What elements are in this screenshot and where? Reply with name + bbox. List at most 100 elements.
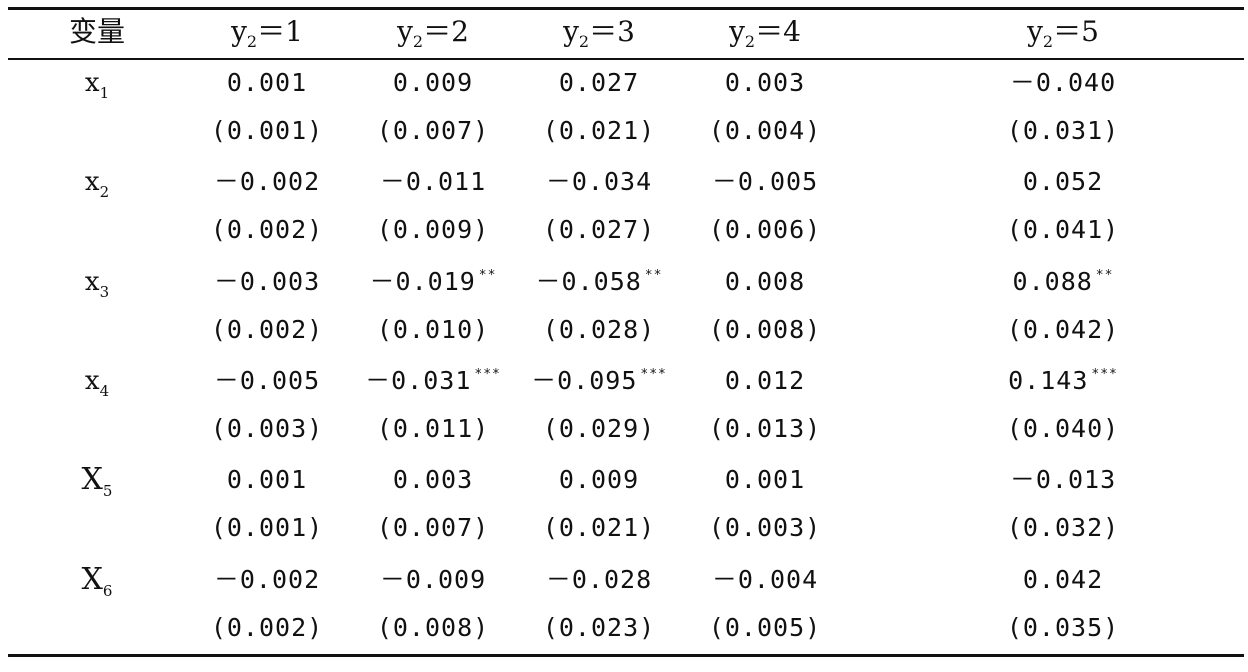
coef-value: 0.003	[392, 465, 474, 495]
row-variable: X5	[82, 465, 113, 499]
se-cell: (0.003)	[708, 513, 822, 543]
coef-cell: 0.088 **	[1013, 269, 1114, 294]
significance-stars: ***	[1091, 366, 1118, 382]
se-cell: (0.032)	[1006, 513, 1120, 543]
header-col-1: y2＝1	[231, 18, 303, 50]
variable-base: X	[81, 561, 103, 597]
coef-value: 0.027	[558, 68, 640, 97]
coef-value: －0.009	[379, 564, 487, 594]
variable-subscript: 5	[102, 482, 113, 501]
se-cell: (0.004)	[708, 116, 822, 145]
coef-value: －0.005	[711, 167, 819, 197]
coef-cell: －0.003	[214, 269, 320, 294]
header-col-3: y2＝3	[563, 18, 635, 50]
coef-value: 0.088	[1012, 266, 1093, 296]
significance-stars: **	[1095, 267, 1114, 283]
coef-cell: 0.008	[725, 269, 805, 294]
coef-cell: 0.001	[227, 70, 307, 95]
coef-cell: －0.005	[214, 368, 320, 393]
header-subscript: 2	[412, 32, 424, 51]
se-cell: (0.006)	[708, 215, 822, 245]
bottom-rule	[8, 654, 1244, 657]
significance-stars: **	[478, 267, 497, 283]
se-cell: (0.001)	[210, 513, 324, 543]
se-cell: (0.027)	[542, 215, 656, 245]
coef-value: －0.004	[711, 564, 819, 594]
se-cell: (0.008)	[376, 612, 490, 642]
coef-value: －0.058	[535, 266, 642, 296]
header-base: y	[397, 15, 413, 48]
coef-value: －0.002	[213, 564, 321, 594]
se-cell: (0.002)	[210, 314, 324, 344]
coef-cell: －0.002	[214, 567, 320, 592]
coef-cell: 0.009	[559, 467, 639, 492]
coef-value: －0.003	[213, 266, 321, 296]
coef-cell: －0.004	[712, 567, 818, 592]
variable-base: X	[81, 462, 103, 498]
header-value: ＝2	[423, 15, 469, 48]
coef-cell: 0.001	[725, 467, 805, 492]
se-cell: (0.021)	[542, 116, 656, 145]
se-cell: (0.041)	[1006, 215, 1120, 245]
coef-value: －0.013	[1009, 465, 1117, 495]
variable-subscript: 2	[99, 183, 110, 202]
se-cell: (0.007)	[376, 116, 490, 145]
coef-cell: －0.031 ***	[365, 368, 501, 393]
variable-subscript: 6	[102, 581, 113, 600]
coef-cell: －0.040	[1010, 70, 1116, 95]
se-cell: (0.010)	[376, 314, 490, 344]
coef-value: 0.012	[724, 365, 806, 395]
se-cell: (0.042)	[1006, 314, 1120, 344]
significance-stars: ***	[640, 366, 667, 382]
top-rule	[8, 7, 1244, 10]
variable-base: x	[84, 266, 100, 297]
se-cell: (0.021)	[542, 513, 656, 543]
coef-value: －0.002	[213, 167, 321, 197]
coef-cell: 0.003	[393, 467, 473, 492]
coef-value: 0.052	[1022, 167, 1104, 197]
variable-subscript: 1	[99, 84, 110, 102]
coef-value: －0.019	[369, 266, 476, 296]
coef-cell: －0.005	[712, 169, 818, 194]
variable-subscript: 4	[99, 381, 110, 400]
se-cell: (0.002)	[210, 215, 324, 245]
coef-value: 0.001	[226, 465, 308, 495]
coef-cell: 0.009	[393, 70, 473, 95]
variable-base: x	[84, 167, 100, 198]
header-base: y	[1027, 15, 1043, 48]
coef-value: 0.042	[1022, 564, 1104, 594]
coef-cell: 0.042	[1023, 567, 1103, 592]
coef-value: 0.009	[558, 465, 640, 495]
se-cell: (0.035)	[1006, 612, 1120, 642]
coef-value: 0.008	[724, 266, 806, 296]
coef-cell: －0.013	[1010, 467, 1116, 492]
header-value: ＝5	[1053, 15, 1099, 48]
row-variable: x2	[85, 169, 109, 200]
coef-value: 0.001	[226, 68, 308, 97]
coef-value: －0.031	[365, 365, 472, 395]
header-base: y	[729, 15, 745, 48]
coef-cell: －0.002	[214, 169, 320, 194]
variable-subscript: 3	[99, 282, 110, 301]
header-variable: 变量	[68, 15, 126, 48]
coef-cell: －0.058 **	[536, 269, 663, 294]
coef-value: －0.040	[1009, 68, 1117, 97]
coef-cell: 0.003	[725, 70, 805, 95]
se-cell: (0.013)	[708, 413, 822, 443]
se-cell: (0.005)	[708, 612, 822, 642]
coef-value: －0.095	[531, 365, 638, 395]
se-cell: (0.011)	[376, 413, 490, 443]
row-variable: X6	[81, 561, 113, 600]
header-col-5: y2＝5	[1027, 18, 1099, 50]
header-subscript: 2	[246, 32, 258, 51]
coef-value: 0.009	[392, 68, 474, 97]
coef-cell: －0.095 ***	[531, 368, 667, 393]
header-subscript: 2	[578, 32, 590, 51]
coef-cell: 0.001	[227, 467, 307, 492]
se-cell: (0.001)	[210, 116, 324, 145]
se-cell: (0.003)	[210, 413, 324, 443]
se-cell: (0.028)	[542, 314, 656, 344]
coef-value: －0.011	[379, 167, 487, 197]
header-base: y	[563, 15, 579, 48]
coef-cell: －0.028	[546, 567, 652, 592]
